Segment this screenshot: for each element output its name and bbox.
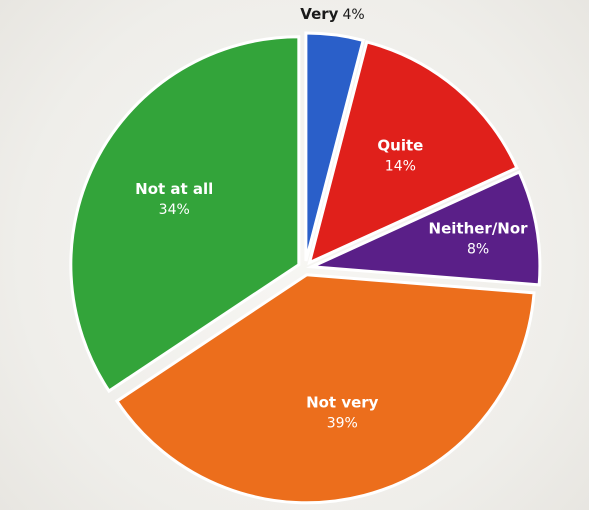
slice-not-at-all bbox=[69, 35, 301, 394]
pie-labels: Very 4% Quite 14% Neither/Nor 8% Not very 39% No… bbox=[135, 5, 528, 432]
label-very: Very 4% bbox=[300, 5, 364, 23]
label-not-at-all-name: Not at all bbox=[135, 180, 213, 198]
slice-very bbox=[304, 31, 365, 262]
label-very-name: Very bbox=[300, 5, 338, 23]
label-not-at-all-value: 34% bbox=[159, 202, 190, 218]
label-quite-value: 14% bbox=[385, 158, 416, 174]
slice-not-very bbox=[114, 273, 536, 505]
slice-neither-nor bbox=[306, 170, 542, 287]
label-quite-name: Quite bbox=[377, 136, 423, 154]
label-neither-nor-value: 8% bbox=[467, 241, 489, 257]
label-very-value: 4% bbox=[342, 7, 364, 23]
label-not-very-value: 39% bbox=[327, 416, 358, 432]
label-not-very-name: Not very bbox=[306, 394, 379, 412]
pie-slices bbox=[69, 31, 542, 505]
label-neither-nor-name: Neither/Nor bbox=[429, 219, 529, 237]
slice-quite bbox=[307, 40, 519, 266]
